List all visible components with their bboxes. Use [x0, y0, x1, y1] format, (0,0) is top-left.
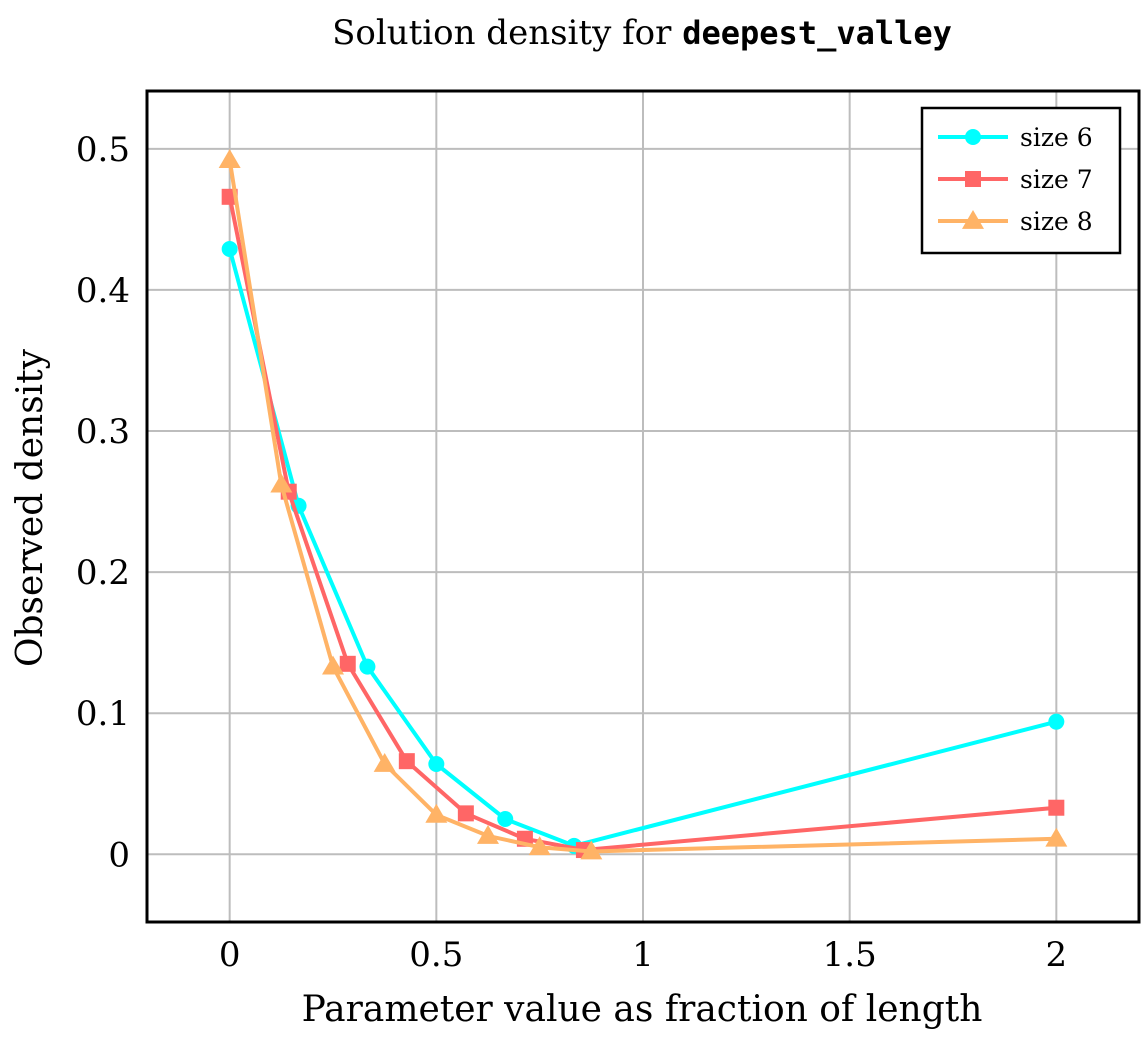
data-point-size-8 — [373, 752, 396, 772]
plot-frame — [145, 89, 1141, 924]
legend-item-size-8: size 8 — [938, 207, 1093, 236]
series-size-8 — [218, 149, 1068, 860]
y-tick-label: 0.4 — [76, 271, 130, 311]
data-point-size-8 — [322, 655, 344, 675]
data-point-size-6 — [497, 811, 514, 828]
data-point-size-7 — [457, 805, 474, 822]
y-tick-label: 0.2 — [76, 553, 130, 593]
y-tick-label: 0 — [108, 835, 130, 875]
chart-title: Solution density for deepest_valley — [332, 13, 952, 53]
y-tick-labels: 0 0.1 0.2 0.3 0.4 0.5 — [76, 130, 130, 875]
y-tick-label: 0.3 — [76, 412, 130, 452]
legend-label: size 7 — [1020, 165, 1093, 194]
data-point-size-6 — [428, 755, 445, 772]
data-series — [218, 149, 1068, 860]
legend-swatch-marker — [962, 210, 984, 229]
legend-label: size 8 — [1020, 207, 1093, 236]
x-tick-label: 0 — [219, 935, 241, 975]
chart-title-text: Solution density for — [332, 13, 682, 53]
data-point-size-7 — [1048, 799, 1065, 816]
data-point-size-8 — [580, 840, 603, 860]
legend-swatch-marker — [965, 129, 981, 145]
x-axis-label: Parameter value as fraction of length — [302, 989, 983, 1030]
y-tick-label: 0.1 — [76, 694, 130, 734]
data-point-size-8 — [270, 473, 293, 493]
data-point-size-8 — [218, 149, 241, 169]
legend-item-size-6: size 6 — [938, 123, 1093, 152]
grid-lines — [147, 91, 1139, 922]
data-point-size-6 — [221, 241, 238, 258]
data-point-size-7 — [398, 753, 415, 770]
data-point-size-8 — [528, 836, 551, 856]
x-tick-label: 1 — [632, 935, 654, 975]
y-tick-label: 0.5 — [76, 130, 130, 170]
data-point-size-8 — [477, 824, 499, 844]
data-point-size-8 — [1045, 827, 1068, 847]
data-point-size-7 — [339, 655, 356, 672]
x-tick-labels: 0 0.5 1 1.5 2 — [219, 935, 1067, 975]
data-point-size-6 — [359, 658, 376, 675]
x-tick-label: 2 — [1046, 935, 1068, 975]
x-tick-label: 0.5 — [409, 935, 463, 975]
data-point-size-6 — [1048, 713, 1065, 730]
y-axis-label: Observed density — [10, 348, 51, 667]
legend-swatch-marker — [965, 171, 981, 187]
legend: size 6 size 7 size 8 — [920, 106, 1122, 255]
chart-title-code: deepest_valley — [682, 14, 952, 52]
legend-label: size 6 — [1020, 123, 1093, 152]
data-point-size-8 — [425, 803, 448, 823]
x-tick-label: 1.5 — [823, 935, 877, 975]
legend-item-size-7: size 7 — [938, 165, 1093, 194]
